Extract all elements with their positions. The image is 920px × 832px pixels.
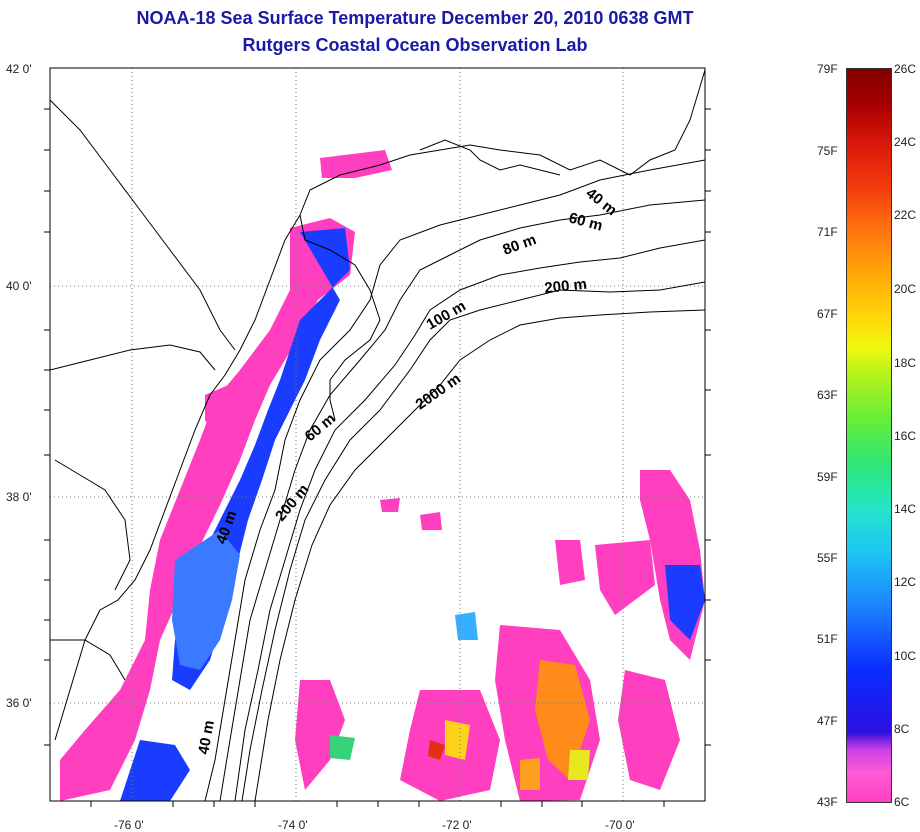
colorbar-c-20: 20C <box>894 282 917 296</box>
colorbar-f-63: 63F <box>817 388 838 402</box>
colorbar-f-51: 51F <box>817 632 838 646</box>
lat-label-42: 42 0' <box>6 62 32 76</box>
colorbar-f-71: 71F <box>817 225 838 239</box>
lon-label-72: -72 0' <box>442 818 472 832</box>
colorbar-c-22: 22C <box>894 208 917 222</box>
isobath-label-60m-south: 60 m <box>302 410 339 445</box>
colorbar-c-14: 14C <box>894 502 917 516</box>
colorbar-c-24: 24C <box>894 135 917 149</box>
colorbar-c-10: 10C <box>894 649 917 663</box>
isobath-label-80m: 80 m <box>501 231 539 259</box>
tick-marks <box>44 108 711 807</box>
lon-label-74: -74 0' <box>278 818 308 832</box>
colorbar-c-16: 16C <box>894 429 917 443</box>
lat-label-38: 38 0' <box>6 490 32 504</box>
colorbar-f-55: 55F <box>817 551 838 565</box>
colorbar-f-59: 59F <box>817 470 838 484</box>
isobath-label-100m: 100 m <box>424 297 469 333</box>
isobaths <box>204 159 705 801</box>
colorbar-c-18: 18C <box>894 356 917 370</box>
isobath-label-2000m: 2000 m <box>413 370 464 413</box>
colorbar-c-6: 6C <box>894 795 910 809</box>
lon-label-70: -70 0' <box>605 818 635 832</box>
isobath-label-60m: 60 m <box>567 209 604 234</box>
colorbar-c-12: 12C <box>894 575 917 589</box>
coastline <box>50 69 705 741</box>
colorbar-f-47: 47F <box>817 714 838 728</box>
temperature-colorbar <box>846 68 892 803</box>
isobath-label-40m-south: 40 m <box>195 719 218 756</box>
lat-label-40: 40 0' <box>6 279 32 293</box>
map-subtitle: Rutgers Coastal Ocean Observation Lab <box>242 35 588 55</box>
colorbar-f-75: 75F <box>817 144 838 158</box>
lon-label-76: -76 0' <box>114 818 144 832</box>
isobath-label-200m-north: 200 m <box>544 276 588 297</box>
colorbar-f-67: 67F <box>817 307 838 321</box>
colorbar-f-79: 79F <box>817 62 838 76</box>
colorbar-f-43: 43F <box>817 795 838 809</box>
colorbar-c-8: 8C <box>894 722 910 736</box>
colorbar-c-26: 26C <box>894 62 917 76</box>
sst-coverage <box>60 150 705 801</box>
map-title: NOAA-18 Sea Surface Temperature December… <box>136 8 694 28</box>
lat-label-36: 36 0' <box>6 696 32 710</box>
